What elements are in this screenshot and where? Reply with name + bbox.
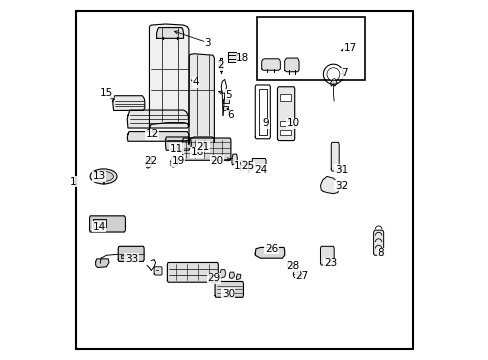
Polygon shape <box>188 54 214 144</box>
Polygon shape <box>228 55 239 59</box>
Polygon shape <box>127 110 188 128</box>
Text: 29: 29 <box>207 273 220 283</box>
Text: 5: 5 <box>224 90 231 100</box>
Polygon shape <box>229 272 234 279</box>
Text: 1: 1 <box>70 177 76 187</box>
Polygon shape <box>93 220 106 227</box>
Polygon shape <box>118 246 144 261</box>
Bar <box>121 255 128 258</box>
Text: 31: 31 <box>334 165 347 175</box>
Bar <box>280 94 290 101</box>
Polygon shape <box>171 157 178 167</box>
Polygon shape <box>231 154 237 165</box>
Bar <box>280 130 290 135</box>
Polygon shape <box>165 137 191 150</box>
Text: 19: 19 <box>234 161 247 171</box>
Text: 15: 15 <box>100 88 113 98</box>
Text: 23: 23 <box>323 258 337 268</box>
Text: 7: 7 <box>341 68 347 78</box>
Text: 16: 16 <box>190 147 203 157</box>
Text: 13: 13 <box>92 171 106 181</box>
Text: 6: 6 <box>226 111 233 121</box>
Text: 4: 4 <box>192 77 198 87</box>
Ellipse shape <box>90 169 117 184</box>
Polygon shape <box>201 144 206 153</box>
Text: 26: 26 <box>264 244 278 254</box>
Polygon shape <box>330 142 339 171</box>
Text: 8: 8 <box>377 248 383 258</box>
Polygon shape <box>277 87 294 140</box>
Polygon shape <box>96 259 109 267</box>
Polygon shape <box>167 262 218 282</box>
Text: 3: 3 <box>204 38 210 48</box>
Bar <box>280 121 290 126</box>
Polygon shape <box>240 161 246 171</box>
Bar <box>97 222 103 226</box>
Polygon shape <box>251 158 265 169</box>
Text: 11: 11 <box>169 144 183 154</box>
Ellipse shape <box>94 171 113 181</box>
Polygon shape <box>156 28 183 39</box>
Text: 27: 27 <box>295 271 308 281</box>
Polygon shape <box>236 274 241 280</box>
Polygon shape <box>220 58 221 71</box>
Polygon shape <box>320 176 339 194</box>
Text: 18: 18 <box>236 53 249 63</box>
Text: 22: 22 <box>144 156 158 166</box>
Polygon shape <box>145 158 152 168</box>
Polygon shape <box>284 58 298 72</box>
Polygon shape <box>228 52 235 62</box>
Text: 21: 21 <box>196 141 209 152</box>
Text: 33: 33 <box>124 254 138 264</box>
Text: 24: 24 <box>253 165 267 175</box>
Text: 30: 30 <box>222 289 234 299</box>
Polygon shape <box>220 270 225 278</box>
Text: 12: 12 <box>145 129 158 139</box>
Text: 2: 2 <box>216 60 223 70</box>
Text: 17: 17 <box>343 43 356 53</box>
Text: 20: 20 <box>210 156 223 166</box>
Text: 10: 10 <box>286 118 299 128</box>
Circle shape <box>326 68 339 81</box>
Text: 19: 19 <box>171 156 184 166</box>
Bar <box>129 255 136 258</box>
Polygon shape <box>255 247 284 258</box>
Text: 32: 32 <box>334 181 347 191</box>
Polygon shape <box>255 85 270 139</box>
Polygon shape <box>223 107 228 110</box>
Polygon shape <box>373 230 383 255</box>
Polygon shape <box>183 138 230 160</box>
Polygon shape <box>127 132 188 141</box>
Bar <box>257 17 364 80</box>
Polygon shape <box>215 282 243 297</box>
Text: 25: 25 <box>241 161 254 171</box>
Text: 14: 14 <box>92 222 106 231</box>
Text: 28: 28 <box>285 261 299 271</box>
Polygon shape <box>113 96 144 111</box>
Polygon shape <box>261 59 280 70</box>
Polygon shape <box>89 216 125 232</box>
Polygon shape <box>149 24 188 130</box>
Polygon shape <box>330 78 336 86</box>
Text: 9: 9 <box>262 118 269 128</box>
Polygon shape <box>223 99 228 103</box>
Polygon shape <box>247 164 252 172</box>
Polygon shape <box>320 246 333 265</box>
Polygon shape <box>154 267 162 275</box>
Polygon shape <box>258 89 266 135</box>
